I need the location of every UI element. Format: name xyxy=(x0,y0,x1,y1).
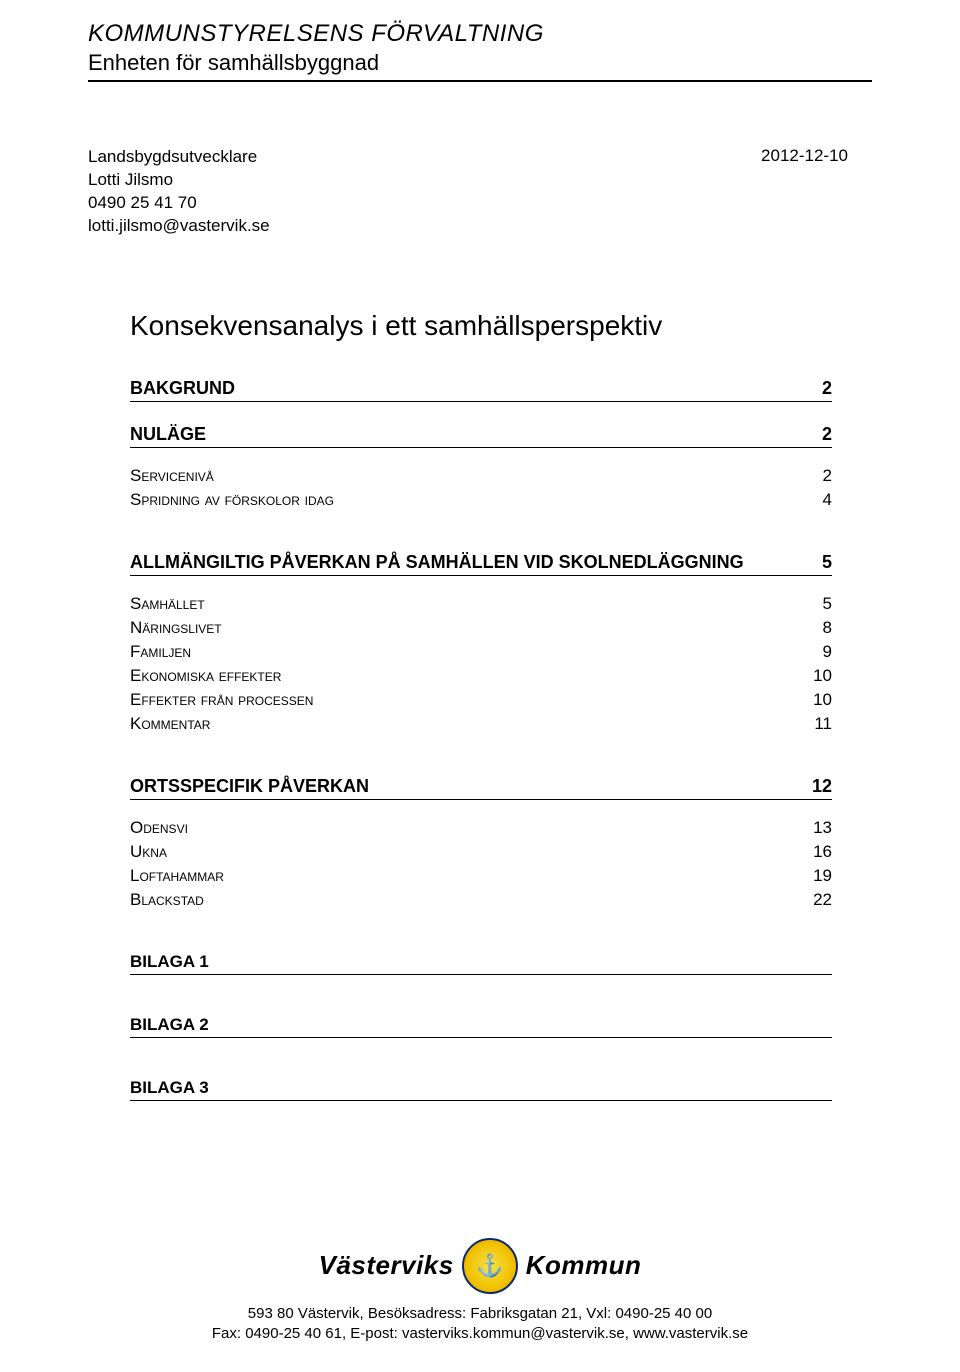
document-date: 2012-12-10 xyxy=(761,146,848,166)
toc-label: Effekter från processen xyxy=(130,690,801,710)
toc-page-number: 12 xyxy=(800,776,832,797)
footer-line-2: Fax: 0490-25 40 61, E-post: vasterviks.k… xyxy=(0,1324,960,1344)
sender-name: Lotti Jilsmo xyxy=(88,169,270,192)
toc-label: BILAGA 2 xyxy=(130,1015,811,1035)
toc-label: NULÄGE xyxy=(130,424,810,445)
toc-gap xyxy=(130,914,832,930)
toc-row: Kommentar11 xyxy=(130,714,832,734)
toc-label: ALLMÄNGILTIG PÅVERKAN PÅ SAMHÄLLEN VID S… xyxy=(130,552,810,573)
toc-page-number: 22 xyxy=(801,890,832,910)
footer-brand: Västerviks ⚓ Kommun xyxy=(0,1238,960,1294)
toc-label: Odensvi xyxy=(130,818,801,838)
sender-email: lotti.jilsmo@vastervik.se xyxy=(88,215,270,238)
toc-row: ALLMÄNGILTIG PÅVERKAN PÅ SAMHÄLLEN VID S… xyxy=(130,552,832,576)
toc-page-number: 11 xyxy=(802,714,832,734)
document-title: Konsekvensanalys i ett samhällsperspekti… xyxy=(130,310,662,342)
toc-row: Servicenivå2 xyxy=(130,466,832,486)
toc-label: Familjen xyxy=(130,642,811,662)
letterhead: KOMMUNSTYRELSENS FÖRVALTNING Enheten för… xyxy=(88,20,872,82)
toc-page-number: 2 xyxy=(810,378,832,399)
sender-block: Landsbygdsutvecklare Lotti Jilsmo 0490 2… xyxy=(88,146,270,238)
sender-role: Landsbygdsutvecklare xyxy=(88,146,270,169)
toc-page-number: 19 xyxy=(801,866,832,886)
toc-label: BILAGA 3 xyxy=(130,1078,811,1098)
toc-page-number: 2 xyxy=(811,466,832,486)
toc-page-number: 16 xyxy=(801,842,832,862)
footer: Västerviks ⚓ Kommun 593 80 Västervik, Be… xyxy=(0,1238,960,1345)
sender-phone: 0490 25 41 70 xyxy=(88,192,270,215)
toc-label: Ekonomiska effekter xyxy=(130,666,801,686)
toc-row: Spridning av förskolor idag4 xyxy=(130,490,832,510)
toc-label: BAKGRUND xyxy=(130,378,810,399)
toc-row: Loftahammar19 xyxy=(130,866,832,886)
toc-page-number: 2 xyxy=(810,424,832,445)
toc-page-number: 10 xyxy=(801,690,832,710)
page: KOMMUNSTYRELSENS FÖRVALTNING Enheten för… xyxy=(0,0,960,1372)
toc-row: BILAGA 30 xyxy=(130,1078,832,1101)
toc-gap xyxy=(130,514,832,530)
toc-page-number: 9 xyxy=(811,642,832,662)
toc-label: Loftahammar xyxy=(130,866,801,886)
toc-gap xyxy=(130,1040,832,1056)
toc-label: Kommentar xyxy=(130,714,802,734)
toc-row: Odensvi13 xyxy=(130,818,832,838)
table-of-contents: BAKGRUND2NULÄGE2Servicenivå2Spridning av… xyxy=(130,378,832,1103)
footer-contact: 593 80 Västervik, Besöksadress: Fabriksg… xyxy=(0,1304,960,1345)
toc-row: ORTSSPECIFIK PÅVERKAN12 xyxy=(130,776,832,800)
toc-row: Effekter från processen10 xyxy=(130,690,832,710)
toc-row: Ekonomiska effekter10 xyxy=(130,666,832,686)
footer-line-1: 593 80 Västervik, Besöksadress: Fabriksg… xyxy=(0,1304,960,1324)
toc-label: Ukna xyxy=(130,842,801,862)
toc-row: BAKGRUND2 xyxy=(130,378,832,402)
toc-row: Familjen9 xyxy=(130,642,832,662)
toc-row: Blackstad22 xyxy=(130,890,832,910)
toc-label: ORTSSPECIFIK PÅVERKAN xyxy=(130,776,800,797)
toc-page-number: 8 xyxy=(811,618,832,638)
toc-row: BILAGA 10 xyxy=(130,952,832,975)
toc-page-number: 13 xyxy=(801,818,832,838)
toc-label: Spridning av förskolor idag xyxy=(130,490,811,510)
toc-label: Blackstad xyxy=(130,890,801,910)
toc-label: Samhället xyxy=(130,594,811,614)
brand-word-right: Kommun xyxy=(526,1250,642,1281)
toc-row: Ukna16 xyxy=(130,842,832,862)
toc-label: BILAGA 1 xyxy=(130,952,811,972)
toc-row: Samhället5 xyxy=(130,594,832,614)
toc-gap xyxy=(130,738,832,754)
toc-page-number: 5 xyxy=(810,552,832,573)
letterhead-subtitle: Enheten för samhällsbyggnad xyxy=(88,50,872,76)
toc-row: BILAGA 20 xyxy=(130,1015,832,1038)
toc-page-number: 10 xyxy=(801,666,832,686)
toc-page-number: 4 xyxy=(811,490,832,510)
toc-page-number: 5 xyxy=(811,594,832,614)
toc-label: Näringslivet xyxy=(130,618,811,638)
letterhead-title: KOMMUNSTYRELSENS FÖRVALTNING xyxy=(88,20,872,48)
toc-label: Servicenivå xyxy=(130,466,811,486)
brand-word-left: Västerviks xyxy=(319,1250,454,1281)
toc-row: NULÄGE2 xyxy=(130,424,832,448)
municipal-crest-icon: ⚓ xyxy=(462,1238,518,1294)
toc-gap xyxy=(130,977,832,993)
toc-row: Näringslivet8 xyxy=(130,618,832,638)
